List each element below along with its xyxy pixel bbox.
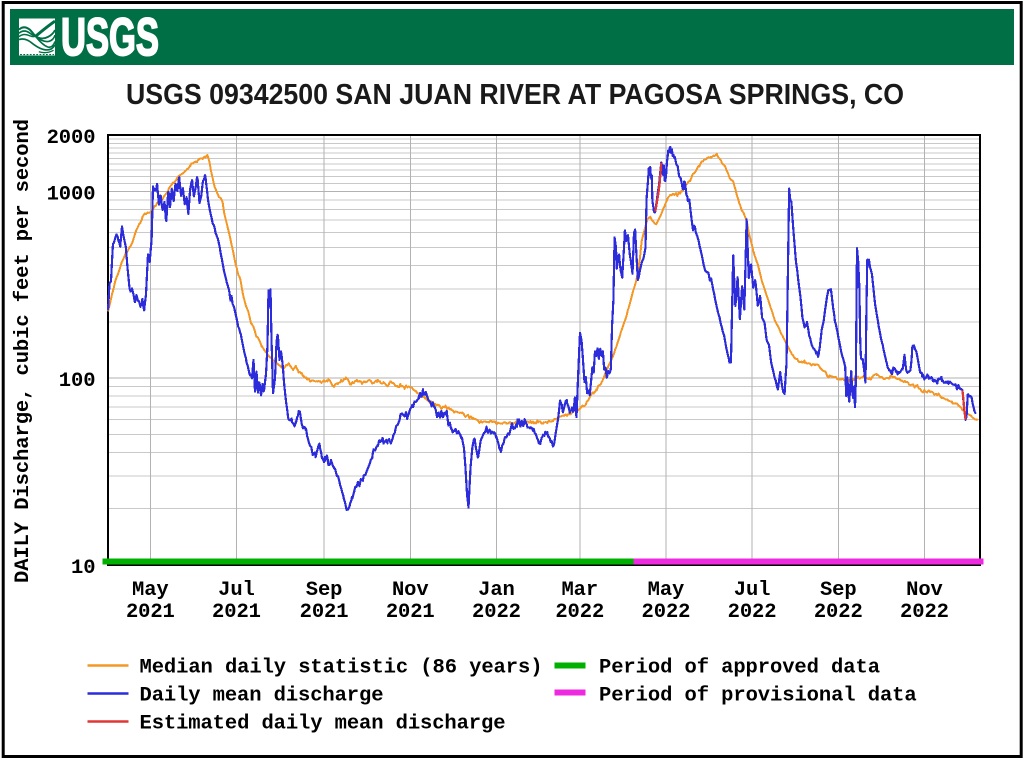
svg-text:May: May	[648, 579, 685, 602]
svg-text:Period of provisional data: Period of provisional data	[599, 685, 917, 708]
svg-text:Sep: Sep	[306, 579, 343, 602]
svg-text:2021: 2021	[386, 601, 435, 624]
svg-text:Median daily statistic (86 yea: Median daily statistic (86 years)	[140, 657, 543, 680]
svg-text:USGS 09342500 SAN JUAN RIVER A: USGS 09342500 SAN JUAN RIVER AT PAGOSA S…	[126, 79, 904, 111]
svg-text:Mar: Mar	[561, 579, 598, 602]
svg-text:Nov: Nov	[392, 579, 429, 602]
svg-text:2022: 2022	[555, 601, 604, 624]
svg-text:2022: 2022	[814, 601, 863, 624]
svg-text:Estimated daily mean discharge: Estimated daily mean discharge	[140, 713, 506, 736]
svg-text:2022: 2022	[472, 601, 521, 624]
svg-text:Jul: Jul	[734, 579, 771, 602]
svg-text:1000: 1000	[47, 183, 96, 206]
svg-text:Jul: Jul	[218, 579, 255, 602]
svg-text:Nov: Nov	[906, 579, 943, 602]
svg-text:2021: 2021	[300, 601, 349, 624]
svg-text:2000: 2000	[47, 127, 96, 150]
svg-text:2022: 2022	[642, 601, 691, 624]
svg-text:100: 100	[59, 370, 96, 393]
svg-text:2022: 2022	[728, 601, 777, 624]
svg-text:2022: 2022	[900, 601, 949, 624]
svg-text:DAILY Discharge, cubic feet pe: DAILY Discharge, cubic feet per second	[12, 119, 35, 583]
svg-text:Sep: Sep	[820, 579, 857, 602]
svg-text:USGS: USGS	[61, 8, 159, 67]
svg-text:May: May	[132, 579, 169, 602]
svg-text:10: 10	[71, 557, 96, 580]
svg-text:Daily mean discharge: Daily mean discharge	[140, 685, 384, 708]
svg-text:2021: 2021	[212, 601, 261, 624]
svg-text:2021: 2021	[126, 601, 175, 624]
svg-text:Jan: Jan	[478, 579, 515, 602]
svg-text:Period of approved data: Period of approved data	[599, 657, 880, 680]
